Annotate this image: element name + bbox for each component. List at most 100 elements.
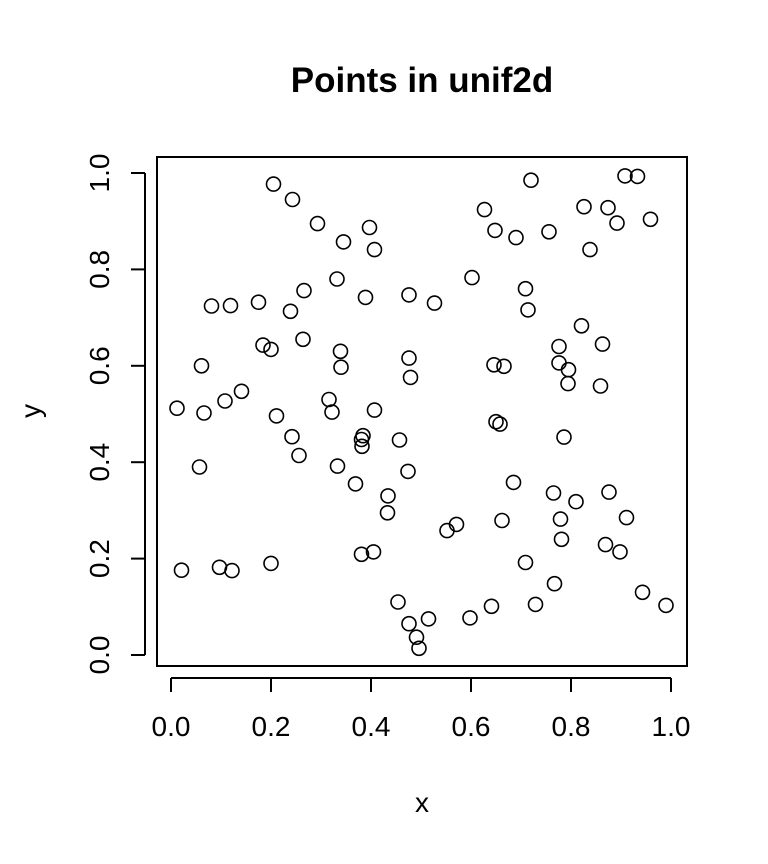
data-point <box>366 241 383 258</box>
y-tick-label: 1.0 <box>84 154 115 193</box>
data-point <box>295 331 311 348</box>
data-point <box>401 287 417 303</box>
data-point <box>357 289 374 306</box>
data-point <box>284 428 300 445</box>
y-tick-label: 0.4 <box>84 443 115 482</box>
data-point <box>391 432 408 448</box>
y-tick-label: 0.0 <box>84 636 115 675</box>
data-point <box>658 597 674 614</box>
data-point <box>335 234 352 250</box>
data-point <box>527 596 544 613</box>
data-point <box>486 356 502 373</box>
data-point <box>488 413 504 430</box>
data-point <box>420 611 437 627</box>
data-point <box>612 544 628 560</box>
data-point <box>546 575 563 592</box>
data-point <box>411 640 427 657</box>
y-axis-ticks: 0.0 0.2 0.4 0.6 0.8 1.0 <box>84 154 145 675</box>
data-point <box>462 610 478 626</box>
data-point <box>173 562 190 579</box>
data-point <box>576 198 592 215</box>
data-point <box>291 447 307 464</box>
data-point <box>601 484 617 500</box>
data-point <box>233 383 250 400</box>
chart-title: Points in unif2d <box>291 61 553 100</box>
data-point <box>642 211 659 228</box>
data-point <box>365 544 382 560</box>
data-point <box>553 531 570 548</box>
data-point <box>408 629 425 646</box>
data-point <box>520 302 536 318</box>
data-point <box>541 224 557 240</box>
data-point <box>402 369 419 386</box>
data-point <box>347 476 364 492</box>
data-point <box>353 431 370 448</box>
data-point <box>354 438 370 455</box>
data-point <box>523 172 539 188</box>
data-point <box>169 400 185 417</box>
data-point <box>551 355 567 371</box>
data-point <box>476 201 493 218</box>
data-point <box>618 509 635 526</box>
data-point <box>263 341 279 358</box>
data-point <box>494 512 510 529</box>
data-point <box>400 463 416 480</box>
data-point <box>217 393 233 409</box>
data-point <box>517 280 534 297</box>
data-point <box>483 598 500 615</box>
data-point <box>191 459 208 475</box>
data-point <box>401 350 417 366</box>
data-point <box>448 516 465 533</box>
data-point <box>508 229 524 246</box>
data-point <box>573 317 590 334</box>
data-point <box>617 168 633 184</box>
data-point <box>196 405 212 421</box>
data-point <box>380 488 396 504</box>
plot-frame <box>156 156 688 667</box>
data-point <box>594 336 611 352</box>
x-tick-label: 0.2 <box>252 711 291 742</box>
data-point <box>224 562 240 579</box>
data-point <box>556 429 572 445</box>
data-point <box>426 295 443 311</box>
data-point <box>203 298 220 314</box>
data-point <box>265 176 282 192</box>
data-point <box>634 584 651 601</box>
data-point <box>487 222 503 239</box>
data-point <box>390 594 406 610</box>
data-point <box>592 378 609 394</box>
data-point <box>321 391 337 408</box>
data-point <box>282 303 299 320</box>
y-tick-label: 0.8 <box>84 250 115 289</box>
data-point <box>600 199 616 216</box>
data-point <box>629 168 646 185</box>
data-point <box>551 338 567 355</box>
data-point <box>464 269 480 286</box>
data-point <box>379 504 396 521</box>
data-point <box>552 511 569 527</box>
data-point <box>496 358 512 375</box>
data-point <box>505 474 522 491</box>
x-tick-label: 0.6 <box>452 711 491 742</box>
data-point <box>545 485 562 501</box>
data-point <box>309 215 326 232</box>
data-point <box>401 615 417 632</box>
points-layer <box>169 168 674 657</box>
data-point <box>324 404 340 420</box>
data-point <box>568 493 584 510</box>
y-tick-label: 0.2 <box>84 539 115 578</box>
data-point <box>284 191 301 208</box>
data-point <box>332 343 349 360</box>
data-point <box>333 359 349 376</box>
data-point <box>250 294 267 311</box>
data-point <box>582 241 598 258</box>
data-point <box>517 554 534 571</box>
y-axis-label: y <box>15 404 46 418</box>
x-tick-label: 1.0 <box>652 711 691 742</box>
x-axis-label: x <box>415 787 429 818</box>
data-point <box>609 215 625 231</box>
data-point <box>263 555 279 572</box>
data-point <box>560 361 577 378</box>
x-tick-label: 0.4 <box>352 711 391 742</box>
